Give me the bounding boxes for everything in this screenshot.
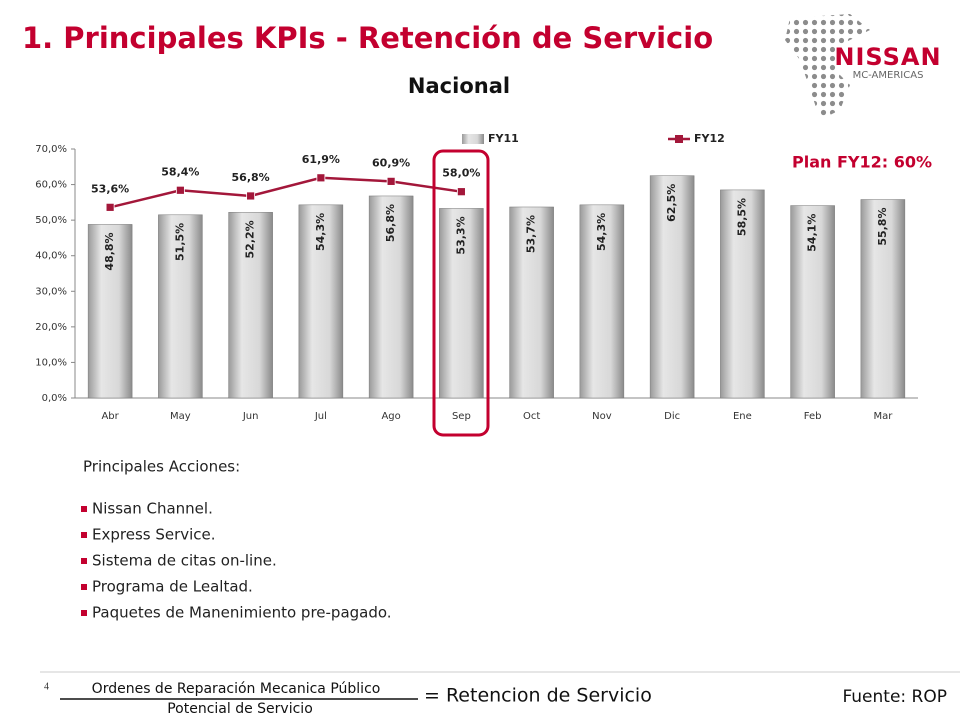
bar [439, 208, 484, 399]
bullet [81, 558, 87, 564]
action-item: Nissan Channel. [92, 500, 213, 518]
x-tick-label: May [170, 411, 191, 422]
formula-denominator: Potencial de Servicio [167, 701, 313, 717]
bullet [81, 506, 87, 512]
line-value-label: 58,0% [442, 167, 480, 180]
formula-result: = Retencion de Servicio [424, 685, 652, 707]
y-tick-label: 0,0% [42, 393, 67, 404]
bar [87, 224, 133, 399]
bar [509, 206, 554, 399]
formula-numerator: Ordenes de Reparación Mecanica Público [92, 681, 381, 697]
bar-value-label: 58,5% [735, 198, 748, 236]
actions-list: Nissan Channel. Express Service. Sistema d… [81, 500, 392, 622]
bar [228, 212, 273, 399]
bar [158, 214, 203, 399]
line-value-label: 56,8% [232, 171, 270, 184]
title: 1. Principales KPIs - Retención de Servi… [22, 21, 713, 55]
actions-title: Principales Acciones: [83, 458, 240, 476]
logo-map [785, 14, 870, 120]
x-tick-label: Jun [242, 411, 259, 422]
y-tick-label: 40,0% [35, 251, 67, 262]
bar-value-label: 53,3% [454, 216, 467, 254]
bullet [81, 610, 87, 616]
bar-value-label: 62,5% [665, 184, 678, 222]
page-number: 4 [44, 681, 49, 692]
legend-swatch [675, 135, 683, 143]
x-tick-label: Feb [804, 411, 822, 422]
highlight-box [432, 149, 490, 437]
x-tick-label: Ene [733, 411, 752, 422]
x-tick-label: Ago [381, 411, 400, 422]
bar-value-label: 51,5% [173, 223, 186, 261]
y-tick-label: 20,0% [35, 322, 67, 333]
plan-annotation: Plan FY12: 60% [792, 153, 932, 172]
bar [649, 175, 695, 399]
action-item: Programa de Lealtad. [92, 578, 253, 596]
bar [579, 204, 625, 399]
logo-brand: NISSAN [834, 43, 941, 71]
line-marker [386, 176, 396, 186]
line [109, 176, 462, 209]
line-value-label: 60,9% [372, 156, 410, 169]
legend-label: FY12 [694, 132, 725, 145]
bar-value-label: 54,1% [806, 214, 819, 252]
line-marker [316, 173, 326, 183]
x-tick-label: Abr [101, 411, 119, 422]
legend-swatch [462, 134, 484, 144]
bar [790, 205, 835, 399]
y-tick-label: 50,0% [35, 215, 67, 226]
y-tick-label: 70,0% [35, 144, 67, 155]
x-tick-label: Oct [523, 411, 540, 422]
y-tick-label: 10,0% [35, 357, 67, 368]
subtitle: Nacional [408, 74, 510, 98]
bar-value-label: 48,8% [103, 232, 116, 270]
bar [720, 189, 765, 399]
logo-region: MC-AMERICAS [853, 70, 924, 81]
x-tick-label: Dic [664, 411, 680, 422]
legend-label: FY11 [488, 132, 519, 145]
bar [860, 199, 906, 399]
bar-value-label: 54,3% [314, 213, 327, 251]
line-value-label: 58,4% [161, 165, 199, 178]
x-tick-label: Mar [873, 411, 893, 422]
bar-value-label: 56,8% [384, 204, 397, 242]
x-tick-label: Jul [314, 411, 327, 422]
bullet [81, 532, 87, 538]
action-item: Paquetes de Manenimiento pre-pagado. [92, 604, 392, 622]
y-tick-label: 60,0% [35, 180, 67, 191]
x-tick-label: Sep [452, 411, 471, 422]
source: Fuente: ROP [842, 687, 947, 707]
x-tick-label: Nov [592, 411, 612, 422]
line-marker [246, 191, 256, 201]
line-marker [105, 202, 115, 212]
bar-value-label: 52,2% [244, 220, 257, 258]
line-marker [456, 187, 466, 197]
line-marker [175, 185, 185, 195]
y-tick-label: 30,0% [35, 286, 67, 297]
bar-value-label: 53,7% [525, 215, 538, 253]
bar-value-label: 54,3% [595, 213, 608, 251]
chart: 0,0% 10,0% 20,0% 30,0% 40,0% 50,0% 60,0% 70,0% A… [35, 132, 918, 422]
bar-value-label: 55,8% [876, 208, 889, 246]
line-value-label: 61,9% [302, 153, 340, 166]
line-value-label: 53,6% [91, 182, 129, 195]
action-item: Express Service. [92, 526, 216, 544]
action-item: Sistema de citas on-line. [92, 552, 277, 570]
bar [298, 204, 344, 399]
bar [368, 195, 414, 399]
bullet [81, 584, 87, 590]
